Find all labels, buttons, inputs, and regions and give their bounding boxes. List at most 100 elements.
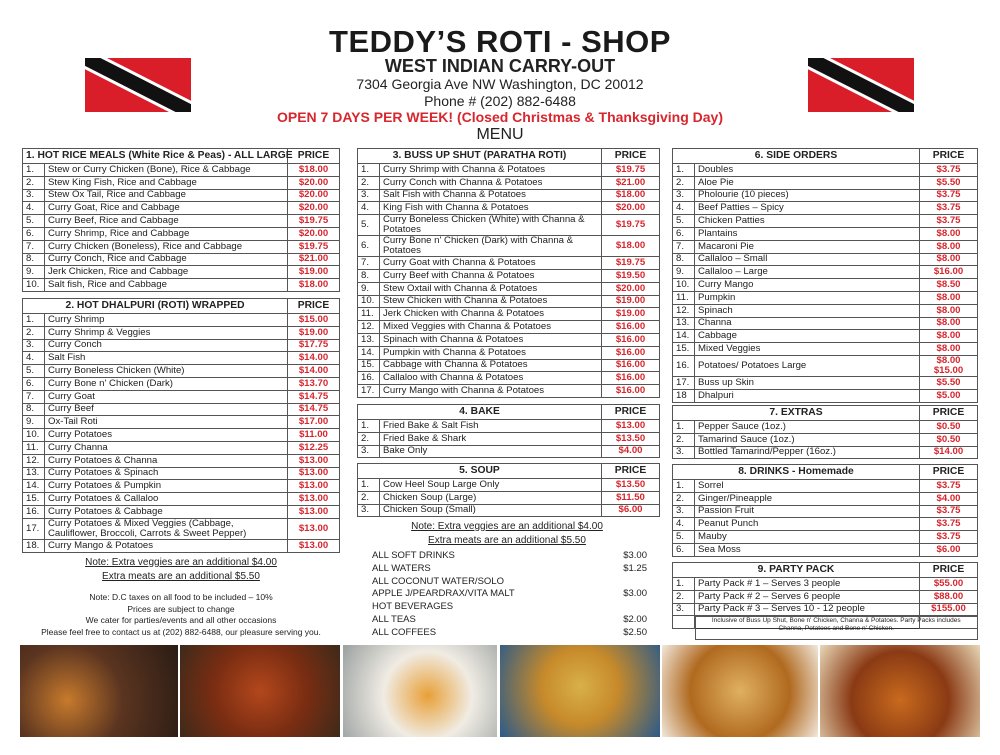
item-name: Curry Conch with Channa & Potatoes: [379, 175, 602, 190]
item-number: 11.: [22, 440, 45, 455]
section-title: 2. HOT DHALPURI (ROTI) WRAPPED: [22, 298, 288, 314]
section-title: 9. PARTY PACK: [672, 562, 920, 578]
item-number: 3.: [672, 445, 695, 460]
extras-note-center: Note: Extra veggies are an additional $4…: [357, 520, 657, 548]
item-number: 16.: [357, 371, 380, 386]
beverage-price: $1.25: [623, 562, 647, 574]
item-price: $16.00: [601, 320, 660, 334]
item-number: 5.: [672, 214, 695, 228]
item-price: $13.00: [287, 453, 340, 468]
menu-item-row: 3. Salt Fish with Channa & Potatoes $18.00: [357, 188, 660, 203]
item-name: Curry Goat with Channa & Potatoes: [379, 256, 602, 270]
item-number: 10.: [672, 278, 695, 292]
menu-item-row: 8. Callaloo – Small $8.00: [672, 252, 978, 267]
item-name: Curry Shrimp, Rice and Cabbage: [44, 226, 288, 241]
menu-item-row: 3. Chicken Soup (Small) $6.00: [357, 503, 660, 518]
item-number: 6.: [672, 542, 695, 557]
menu-item-row: 17. Curry Mango with Channa & Potatoes $16…: [357, 384, 660, 398]
section-title: 5. SOUP: [357, 463, 602, 479]
item-number: 5.: [672, 530, 695, 544]
prices-note: Prices are subject to change: [127, 603, 235, 614]
beverage-row: HOT BEVERAGES: [372, 601, 647, 614]
price-header: PRICE: [601, 148, 660, 164]
beverage-name: ALL SOFT DRINKS: [372, 550, 455, 561]
menu-item-row: 14. Curry Potatoes & Pumpkin $13.00: [22, 479, 340, 494]
item-number: 7.: [22, 239, 45, 254]
item-name: Curry Potatoes & Cabbage: [44, 504, 288, 519]
menu-item-row: 6. Curry Bone n' Chicken (Dark) $13.70: [22, 376, 340, 391]
item-number: 3.: [357, 444, 380, 459]
item-number: 9.: [672, 265, 695, 280]
item-number: 2.: [22, 325, 45, 340]
item-number: 6.: [357, 235, 380, 258]
section-header: 6. SIDE ORDERS PRICE: [672, 148, 978, 164]
item-number: 6.: [672, 226, 695, 241]
extra-veggies-note: Note: Extra veggies are an additional $4…: [411, 521, 603, 532]
item-price: $14.00: [287, 364, 340, 378]
menu-item-row: 6. Plantains $8.00: [672, 226, 978, 241]
menu-section-9: 9. PARTY PACK PRICE 1. Party Pack # 1 – Ser…: [672, 562, 978, 641]
item-name: Ox-Tail Roti: [44, 415, 288, 430]
item-number: 17.: [672, 375, 695, 390]
item-number: 2.: [672, 432, 695, 447]
item-price: $19.00: [287, 325, 340, 340]
item-name: Curry Mango: [694, 278, 920, 292]
menu-item-row: 6. Curry Shrimp, Rice and Cabbage $20.00: [22, 226, 340, 241]
item-number: 5.: [22, 364, 45, 378]
item-price: $18.00: [287, 278, 340, 292]
item-price: $20.00: [287, 188, 340, 203]
section-header: 3. BUSS UP SHUT (PARATHA ROTI) PRICE: [357, 148, 660, 164]
item-price: $20.00: [601, 281, 660, 296]
item-number: 2.: [672, 175, 695, 190]
item-number: 2.: [672, 491, 695, 506]
menu-item-row: 10. Stew Chicken with Channa & Potatoes $1…: [357, 294, 660, 309]
item-price: $11.50: [601, 490, 660, 505]
menu-item-row: 3. Bottled Tamarind/Pepper (16oz.) $14.00: [672, 445, 978, 460]
item-name: Curry Potatoes: [44, 428, 288, 442]
phone: Phone # (202) 882-6488: [424, 93, 576, 109]
item-name: Plantains: [694, 226, 920, 241]
menu-item-row: 18 Dhalpuri $5.00: [672, 388, 978, 403]
item-price: $16.00: [919, 265, 978, 280]
menu-item-row: 7. Curry Goat with Channa & Potatoes $19.7…: [357, 256, 660, 270]
item-name: Aloe Pie: [694, 175, 920, 190]
item-number: 3.: [672, 602, 695, 617]
item-number: 3.: [672, 188, 695, 203]
item-number: 11.: [357, 307, 380, 322]
item-price: $8.00: [919, 303, 978, 318]
menu-item-row: 10. Curry Mango $8.50: [672, 278, 978, 292]
menu-item-row: 15. Mixed Veggies $8.00: [672, 342, 978, 356]
item-price: $3.75: [919, 504, 978, 519]
item-name: Curry Mango & Potatoes: [44, 538, 288, 553]
menu-item-row: 1. Doubles $3.75: [672, 163, 978, 177]
item-name: Salt Fish with Channa & Potatoes: [379, 188, 602, 203]
beverage-name: ALL TEAS: [372, 613, 416, 625]
menu-item-row: 5. Curry Beef, Rice and Cabbage $19.75: [22, 214, 340, 228]
item-price: $8.00: [919, 226, 978, 241]
item-price: $3.75: [919, 479, 978, 493]
menu-item-row: 1. Cow Heel Soup Large Only $13.50: [357, 478, 660, 492]
menu-section-5: 5. SOUP PRICE 1. Cow Heel Soup Large Only $1…: [357, 463, 660, 518]
item-price: $8.00: [919, 239, 978, 254]
item-price: $16.00: [601, 384, 660, 398]
item-number: 3.: [357, 503, 380, 518]
item-number: 1.: [672, 577, 695, 591]
item-number: 11.: [672, 290, 695, 305]
menu-section-3: 3. BUSS UP SHUT (PARATHA ROTI) PRICE 1. Cur…: [357, 148, 660, 398]
item-number: 12.: [357, 320, 380, 334]
item-price: $13.00: [287, 479, 340, 494]
item-name: Party Pack # 3 – Serves 10 - 12 people: [694, 602, 920, 617]
menu-item-row: 7. Curry Chicken (Boneless), Rice and Cab…: [22, 239, 340, 254]
item-name: Curry Beef, Rice and Cabbage: [44, 214, 288, 228]
item-price: $13.00: [287, 504, 340, 519]
item-name: Spinach with Channa & Potatoes: [379, 332, 602, 347]
menu-item-row: 5. Mauby $3.75: [672, 530, 978, 544]
item-price: $8.00: [919, 342, 978, 356]
extra-meats-note: Extra meats are an additional $5.50: [428, 535, 586, 546]
item-price: $14.75: [287, 389, 340, 404]
trinidad-flag-right: [808, 58, 914, 112]
menu-item-row: 3. Curry Conch $17.75: [22, 338, 340, 353]
section-header: 7. EXTRAS PRICE: [672, 405, 978, 421]
item-price: $13.50: [601, 431, 660, 446]
item-price: $20.00: [287, 201, 340, 216]
